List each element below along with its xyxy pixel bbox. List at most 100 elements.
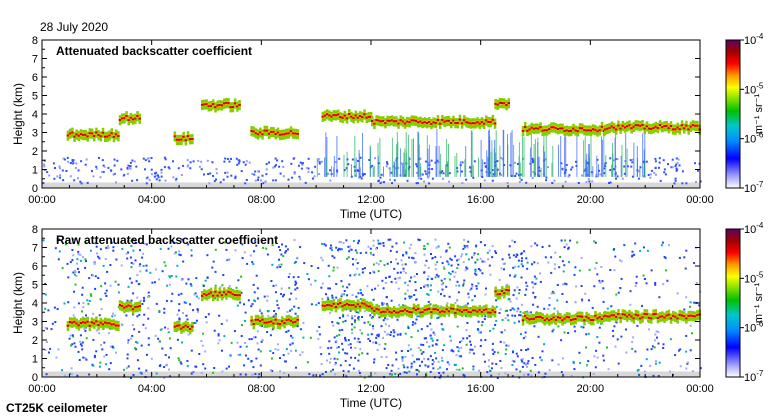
cell bbox=[513, 321, 516, 324]
cell bbox=[192, 322, 195, 324]
streak bbox=[552, 145, 554, 177]
cell bbox=[408, 295, 411, 298]
cloud-core bbox=[467, 310, 470, 313]
cell bbox=[456, 170, 459, 173]
cloud-core bbox=[619, 127, 622, 130]
cloud-core bbox=[691, 124, 695, 127]
cell bbox=[139, 263, 142, 266]
cloud-core bbox=[432, 121, 435, 124]
cell bbox=[375, 336, 378, 339]
cell bbox=[430, 316, 433, 319]
cell bbox=[425, 341, 428, 344]
streak bbox=[336, 135, 338, 177]
cell bbox=[191, 371, 194, 374]
cell bbox=[114, 280, 117, 283]
cloud-core bbox=[634, 124, 638, 126]
cell bbox=[380, 173, 383, 176]
cloud-core bbox=[581, 127, 584, 130]
streak bbox=[316, 158, 318, 177]
streak bbox=[471, 131, 473, 177]
cell bbox=[127, 251, 129, 254]
cell bbox=[78, 271, 80, 274]
cell bbox=[357, 359, 360, 362]
cell bbox=[89, 249, 92, 252]
cell bbox=[591, 180, 594, 183]
cell bbox=[136, 315, 139, 318]
cell bbox=[348, 283, 351, 286]
cell bbox=[138, 313, 141, 316]
cell bbox=[296, 287, 299, 290]
cell bbox=[57, 258, 60, 261]
cell bbox=[334, 361, 337, 364]
x-tick-label: 20:00 bbox=[577, 194, 605, 206]
cell bbox=[346, 314, 349, 317]
cell bbox=[249, 254, 252, 257]
cell bbox=[346, 257, 349, 260]
cell bbox=[334, 373, 337, 376]
streak bbox=[491, 151, 493, 177]
cloud-core bbox=[430, 311, 433, 314]
cell bbox=[190, 254, 193, 257]
cell bbox=[84, 357, 87, 360]
cell bbox=[494, 324, 497, 326]
cell bbox=[213, 367, 216, 369]
cell bbox=[233, 330, 236, 333]
cell bbox=[459, 341, 461, 344]
cell bbox=[386, 333, 389, 336]
cloud-core bbox=[598, 316, 602, 319]
cell bbox=[192, 160, 195, 163]
cloud-core bbox=[212, 294, 215, 297]
cell bbox=[101, 159, 104, 162]
cell bbox=[477, 282, 480, 285]
cell bbox=[76, 267, 79, 270]
cell bbox=[671, 166, 674, 169]
cell bbox=[58, 165, 61, 168]
cell bbox=[486, 371, 489, 374]
cell bbox=[403, 371, 406, 374]
cell bbox=[186, 159, 189, 162]
cell bbox=[319, 374, 322, 377]
cell bbox=[394, 258, 397, 261]
cloud-core bbox=[585, 129, 588, 132]
cell bbox=[297, 276, 300, 279]
cell bbox=[389, 334, 392, 336]
cell bbox=[389, 249, 392, 252]
cell bbox=[352, 240, 355, 242]
cell bbox=[490, 374, 493, 377]
cell bbox=[215, 178, 218, 181]
cell bbox=[429, 289, 432, 291]
cell bbox=[129, 277, 132, 280]
cell bbox=[92, 312, 95, 315]
cloud-core bbox=[189, 328, 192, 330]
cell bbox=[321, 242, 323, 245]
cell bbox=[254, 179, 257, 182]
cell bbox=[396, 318, 399, 321]
cell bbox=[341, 342, 344, 345]
cell bbox=[661, 241, 664, 244]
cell bbox=[472, 176, 475, 179]
cell bbox=[456, 280, 459, 283]
cell bbox=[389, 373, 392, 376]
cell bbox=[598, 341, 601, 344]
cell bbox=[613, 248, 616, 251]
cell bbox=[342, 313, 345, 316]
cell bbox=[56, 308, 59, 310]
cell bbox=[200, 168, 203, 171]
cell bbox=[524, 293, 527, 296]
y-tick-label: 7 bbox=[32, 54, 38, 66]
cell bbox=[169, 375, 171, 378]
cell bbox=[488, 264, 491, 267]
cell bbox=[402, 304, 404, 307]
cell bbox=[339, 364, 342, 367]
cloud-core bbox=[425, 308, 429, 311]
cloud-core bbox=[125, 115, 128, 117]
cell bbox=[109, 264, 112, 266]
streak bbox=[395, 157, 397, 177]
cloud-core bbox=[572, 127, 575, 130]
cell bbox=[147, 307, 150, 310]
cell bbox=[426, 293, 429, 295]
y-tick-label: 2 bbox=[32, 146, 38, 158]
cell bbox=[281, 243, 283, 246]
cell bbox=[376, 348, 379, 351]
cell bbox=[581, 298, 584, 301]
